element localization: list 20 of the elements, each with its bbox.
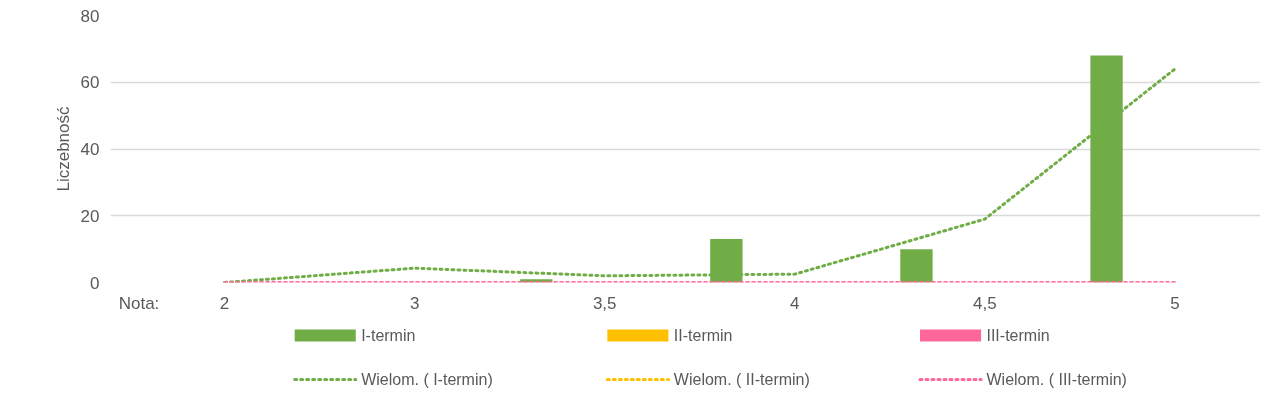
legend-label: III-termin (986, 327, 1050, 344)
legend-label: Wielom. ( II-termin) (673, 371, 810, 388)
x-tick-label: 4 (790, 293, 800, 313)
y-axis-title: Liczebność (53, 105, 73, 192)
y-tick-label: 40 (80, 140, 100, 159)
x-tick-label: 3,5 (592, 293, 617, 313)
legend-label: Wielom. ( I-termin) (361, 371, 493, 388)
bar (900, 249, 933, 283)
y-tick-label: 80 (80, 6, 100, 26)
x-tick-label: 2 (219, 293, 230, 313)
legend-label: II-termin (673, 327, 733, 344)
x-tick-label: 3 (409, 293, 420, 313)
legend-label: Wielom. ( III-termin) (986, 371, 1127, 388)
y-tick-label: 0 (90, 273, 100, 293)
x-tick-label: 4,5 (973, 293, 997, 313)
x-tick-label: 5 (1170, 293, 1180, 313)
legend-label: I-termin (361, 327, 416, 344)
y-tick-label: 20 (80, 206, 100, 226)
y-tick-label: 60 (80, 73, 100, 93)
x-axis-title: Nota: (118, 293, 160, 313)
